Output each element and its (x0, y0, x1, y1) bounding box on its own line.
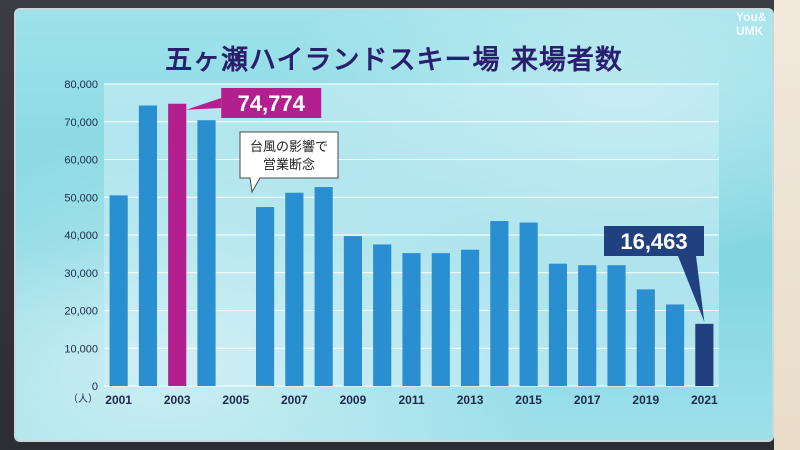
annotation-callout (239, 131, 339, 194)
y-tick-label: 40,000 (64, 230, 98, 242)
y-tick-label: 80,000 (64, 79, 98, 91)
highlight-2003-box (221, 88, 322, 118)
y-tick-label: 70,000 (64, 117, 98, 129)
bar-2016 (548, 263, 568, 386)
y-tick-label: 20,000 (64, 306, 98, 318)
annotation-text-line2: 営業断念 (263, 157, 315, 173)
x-tick-label: 2021 (691, 393, 718, 407)
x-tick-label: 2013 (457, 393, 484, 407)
x-tick-label: 2011 (398, 393, 424, 407)
highlight-2003-label: 74,774 (238, 91, 306, 116)
bar-2012 (431, 253, 450, 386)
bar-2021 (695, 323, 714, 386)
highlight-2003-pointer (186, 98, 222, 110)
bar-2001 (109, 195, 128, 386)
x-tick-label: 2015 (515, 393, 542, 407)
x-tick-label: 2017 (574, 393, 601, 407)
bar-2009 (343, 236, 363, 386)
bar-2002 (138, 105, 158, 386)
bar-2017 (578, 265, 597, 386)
bar-2019 (636, 289, 655, 386)
x-tick-label: 2019 (632, 393, 659, 407)
bar-2013 (460, 249, 480, 386)
bar-2008 (314, 187, 333, 386)
bar-2011 (402, 253, 421, 386)
highlight-2021-box (604, 226, 704, 256)
x-tick-label: 2005 (222, 393, 249, 407)
x-tick-label: 2001 (105, 393, 132, 407)
annotation-text-line1: 台風の影響で (250, 139, 328, 155)
bar-2006 (255, 207, 275, 386)
bar-2004 (197, 120, 216, 387)
chart-board: 五ヶ瀬ハイランドスキー場 来場者数 0 10,000 20,000 30,000 40,… (14, 8, 774, 442)
bar-2007 (285, 192, 304, 386)
y-unit-label: （人） (68, 393, 98, 405)
highlight-2021-pointer (678, 256, 705, 322)
highlight-2021-label: 16,463 (620, 229, 687, 254)
bar-2020 (665, 304, 685, 386)
bar-2018 (607, 265, 626, 386)
chart-title: 五ヶ瀬ハイランドスキー場 来場者数 (165, 45, 623, 76)
bar-2010 (373, 244, 392, 386)
channel-watermark: You& UMK (736, 10, 776, 38)
bar-2014 (490, 221, 509, 386)
x-tick-label: 2009 (340, 393, 367, 407)
x-tick-label: 2007 (281, 393, 308, 407)
y-tick-label: 50,000 (64, 192, 98, 204)
y-tick-label: 10,000 (64, 343, 98, 355)
studio-background-strip (774, 0, 800, 450)
x-tick-label: 2003 (164, 393, 191, 407)
watermark-line1: You& (736, 10, 767, 24)
bar-2003 (168, 103, 187, 386)
y-tick-label: 0 (92, 381, 98, 393)
watermark-line2: UMK (736, 24, 764, 38)
bar-chart: 0 10,000 20,000 30,000 40,000 50,000 60,000 70,… (64, 79, 719, 407)
y-tick-label: 30,000 (64, 268, 98, 280)
bar-2015 (519, 222, 538, 386)
y-tick-label: 60,000 (64, 155, 98, 167)
